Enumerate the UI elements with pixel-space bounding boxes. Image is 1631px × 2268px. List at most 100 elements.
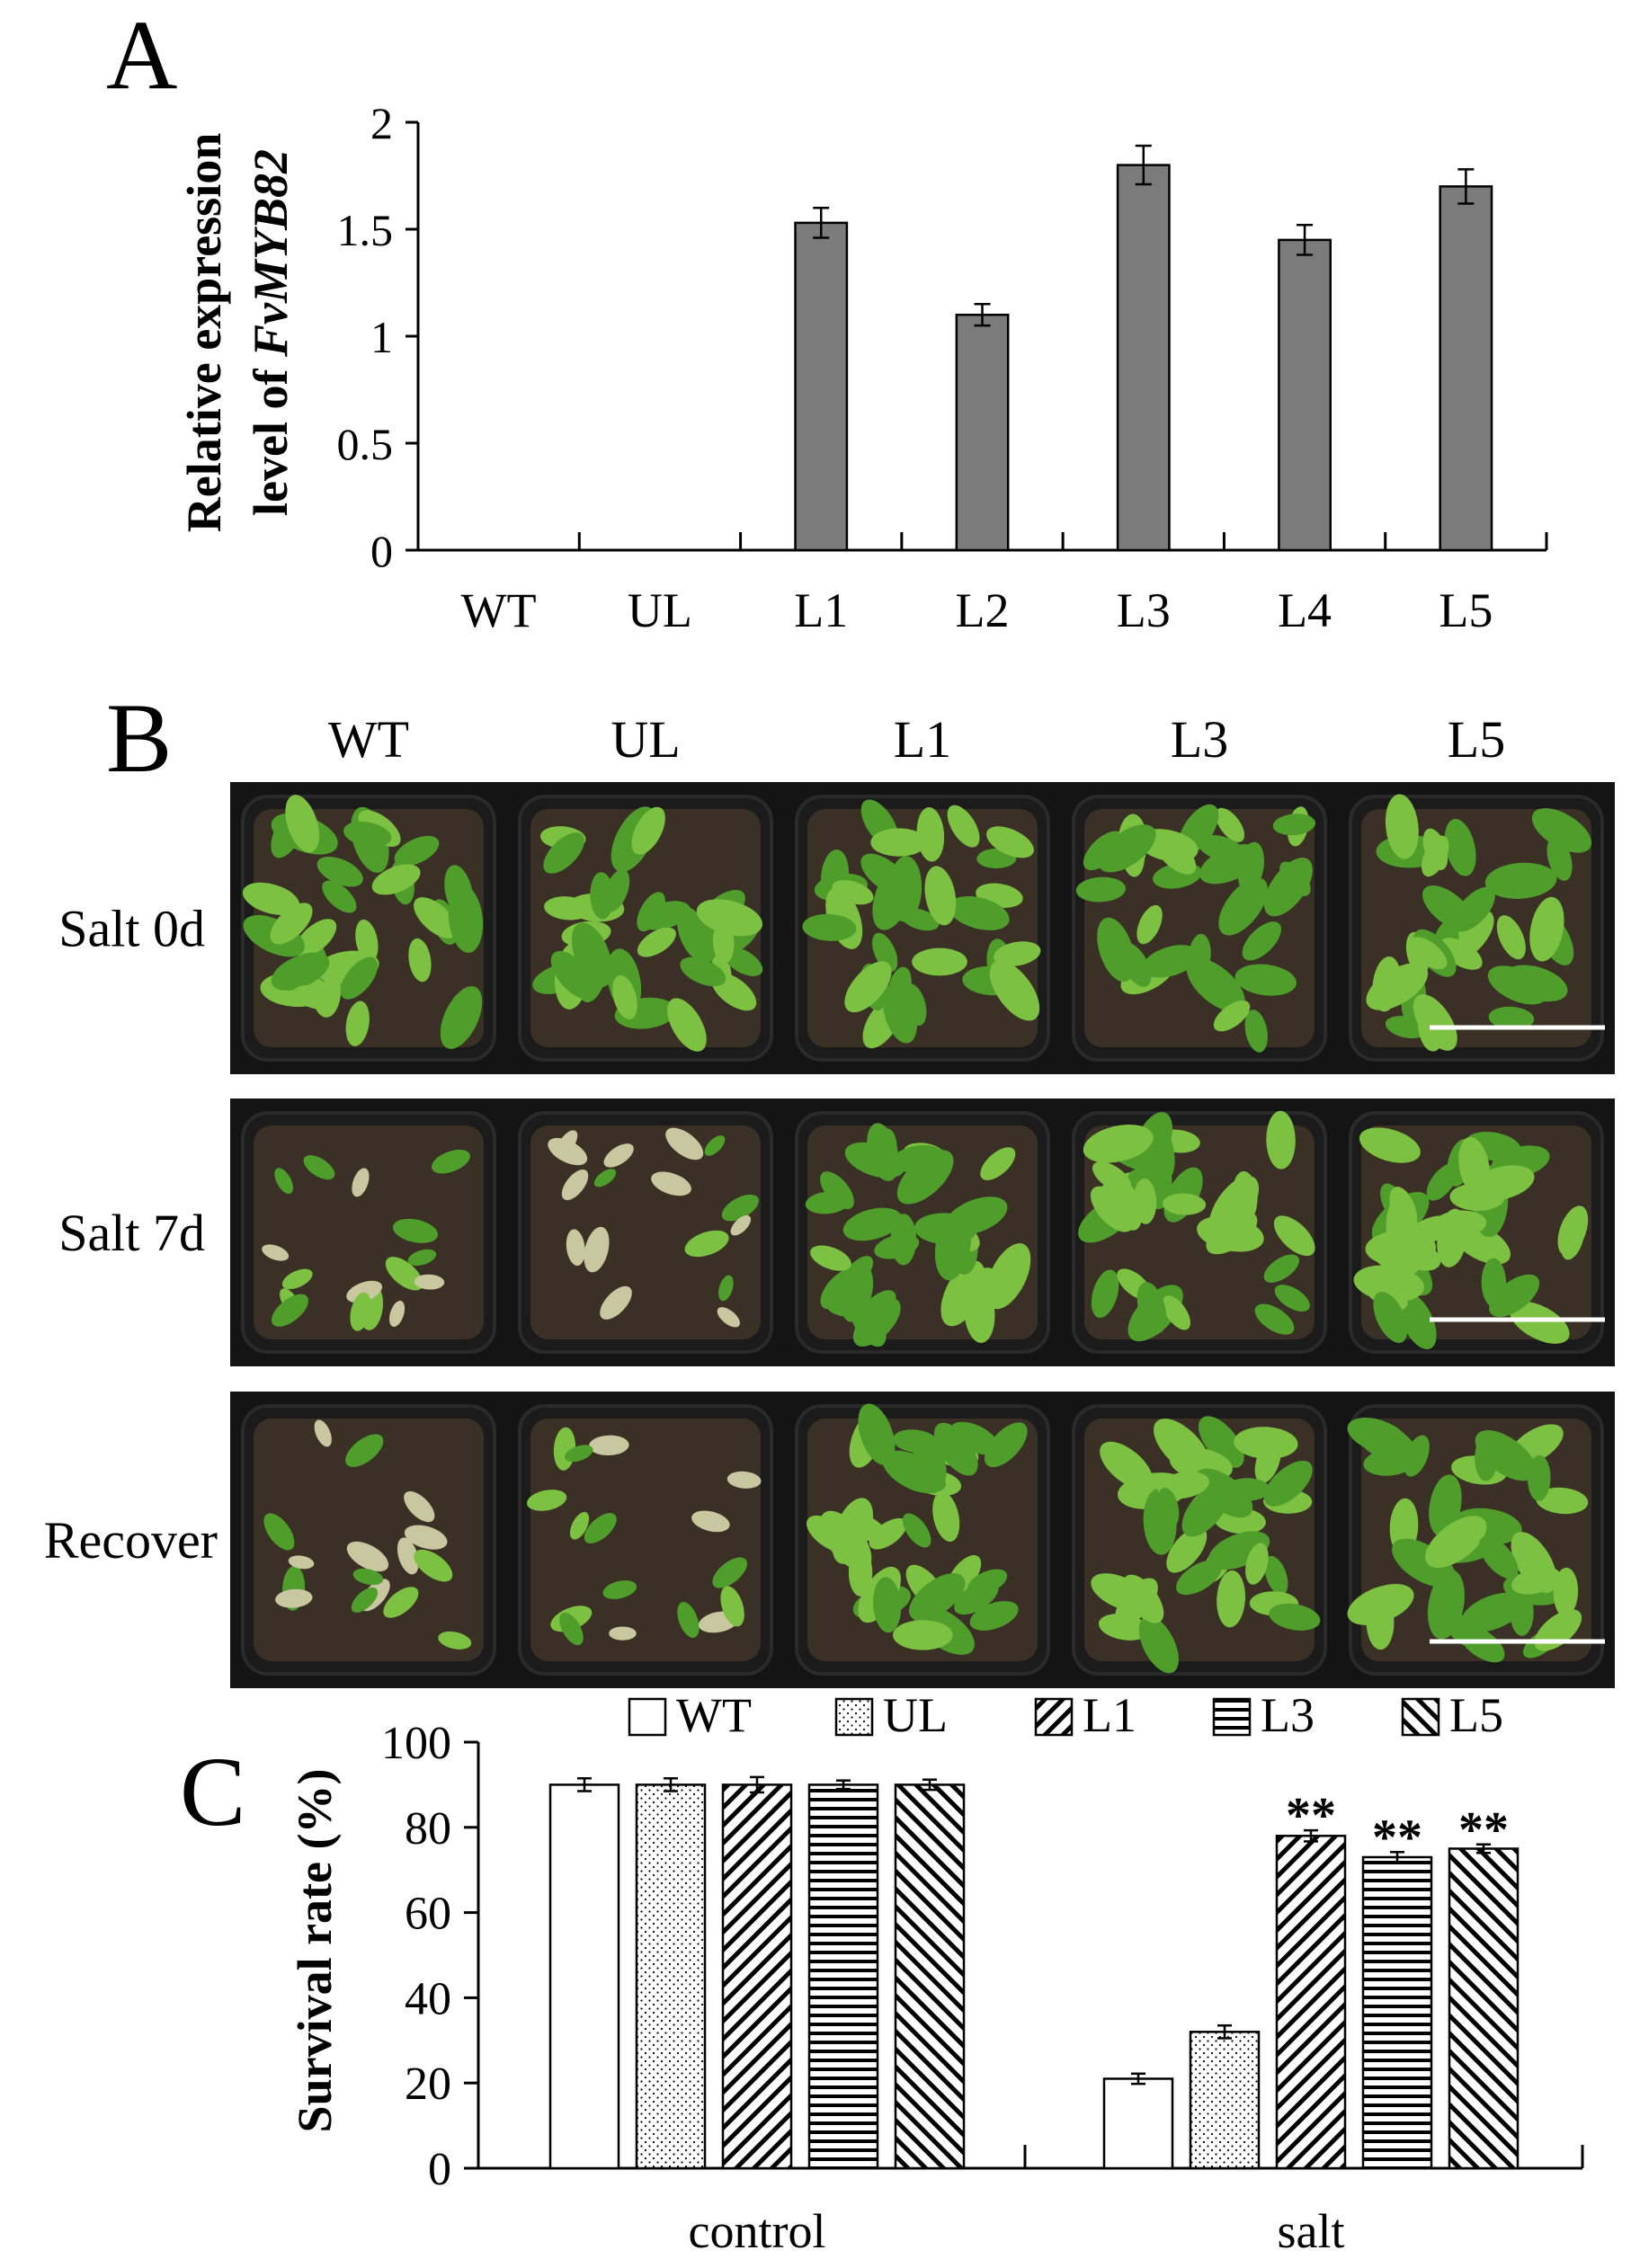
leaf	[887, 966, 912, 1011]
photo-row-label: Salt 0d	[58, 900, 205, 958]
leaf	[1266, 1110, 1296, 1170]
chart-c-bar	[1102, 2077, 1174, 2170]
leaf	[691, 1510, 730, 1533]
leaf	[984, 1422, 1028, 1468]
leaf	[892, 1144, 947, 1173]
chart-c-xtick-label: salt	[1278, 2204, 1345, 2258]
chart-c-ytick-label: 20	[405, 2059, 451, 2110]
leaf	[288, 1555, 315, 1570]
leaf	[448, 885, 484, 953]
leaf	[924, 866, 957, 926]
leaf	[1157, 1488, 1180, 1528]
leaf	[340, 956, 379, 1000]
leaf	[548, 1137, 588, 1166]
leaf	[404, 1490, 435, 1523]
leaf	[1422, 835, 1449, 877]
leaf	[588, 1435, 629, 1456]
chart-a-ylabel-gene: FvMYB82	[244, 149, 298, 358]
chart-c-bar	[721, 1783, 793, 2170]
leaf	[1372, 956, 1402, 1012]
leaf	[954, 1580, 999, 1615]
leaf	[1434, 1210, 1487, 1237]
leaf	[1347, 1417, 1409, 1454]
leaf	[1510, 1588, 1534, 1636]
photo-row-label: Salt 7d	[58, 1204, 205, 1262]
leaf	[1136, 904, 1163, 945]
leaf	[1138, 1615, 1179, 1674]
leaf	[1487, 965, 1547, 1005]
chart-a-xtick-label: WT	[461, 583, 537, 637]
legend-swatch	[834, 1697, 874, 1737]
leaf	[805, 1191, 850, 1214]
chart-a-xtick-label: UL	[628, 583, 692, 637]
legend-swatch	[628, 1697, 667, 1737]
leaf	[888, 856, 922, 922]
chart-c-bar	[1189, 2031, 1261, 2170]
leaf	[569, 1511, 590, 1540]
leaf	[1269, 1603, 1321, 1631]
chart-c-ytick-label: 60	[405, 1889, 451, 1940]
leaf	[852, 1298, 901, 1347]
leaf	[1426, 1163, 1458, 1201]
chart-c-ytick-label: 100	[381, 1718, 451, 1769]
leaf	[1245, 1543, 1269, 1585]
leaf	[810, 1245, 851, 1271]
leaf	[947, 805, 980, 848]
leaf	[842, 1207, 903, 1241]
leaf	[726, 1471, 762, 1489]
leaf	[1273, 1215, 1315, 1257]
leaf	[1199, 844, 1261, 885]
leaf	[407, 1249, 437, 1266]
leaf	[912, 1431, 947, 1489]
leaf	[874, 1234, 920, 1259]
leaf	[1075, 876, 1127, 903]
leaf	[1529, 896, 1564, 962]
leaf	[285, 795, 320, 853]
leaf	[720, 1586, 744, 1627]
leaf	[350, 1292, 371, 1331]
leaf	[1478, 1535, 1519, 1579]
leaf	[1509, 1301, 1570, 1344]
leaf	[385, 1257, 423, 1291]
leaf	[1279, 861, 1311, 896]
chart-c-xtick-label: control	[689, 2204, 826, 2258]
leaf	[414, 1549, 453, 1582]
leaf	[1162, 1295, 1191, 1330]
chart-a-xtick-label: L4	[1278, 583, 1332, 637]
leaf	[1484, 862, 1557, 899]
leaf	[651, 1171, 691, 1196]
leaf	[852, 1514, 889, 1545]
leaf	[1444, 818, 1476, 876]
leaf	[994, 941, 1041, 966]
leaf	[392, 1218, 439, 1243]
leaf	[281, 1268, 313, 1290]
leaf	[1429, 1474, 1462, 1537]
leaf	[940, 1260, 985, 1327]
chart-c-ytick-label: 40	[405, 1973, 451, 2024]
leaf	[397, 1537, 419, 1575]
leaf	[637, 927, 676, 957]
chart-a-ylabel: Relative expression level of FvMYB82	[177, 133, 298, 532]
leaf	[1091, 1573, 1149, 1612]
leaf	[696, 899, 762, 937]
leaf	[1553, 1567, 1579, 1617]
leaf	[902, 1513, 931, 1548]
leaf	[1206, 1212, 1258, 1255]
leaf	[912, 947, 967, 976]
chart-c-bar	[548, 1783, 620, 2170]
leaf	[802, 913, 857, 941]
photo-grid: WT UL L1 L3 L5 Salt 0d Salt 7d Recover	[44, 710, 1615, 1688]
photo-column-label: L3	[1171, 710, 1228, 769]
chart-a-ytick-label: 1.5	[337, 205, 394, 255]
leaf	[566, 1229, 585, 1267]
leaf	[631, 806, 665, 855]
leaf	[1511, 1566, 1561, 1595]
leaf	[293, 984, 338, 1010]
leaf	[893, 1620, 953, 1650]
leaf	[274, 1168, 293, 1195]
leaf	[351, 1587, 379, 1613]
leaf	[1561, 1221, 1584, 1260]
leaf	[1136, 1282, 1167, 1334]
leaf	[637, 892, 665, 932]
leaf	[526, 1490, 567, 1511]
